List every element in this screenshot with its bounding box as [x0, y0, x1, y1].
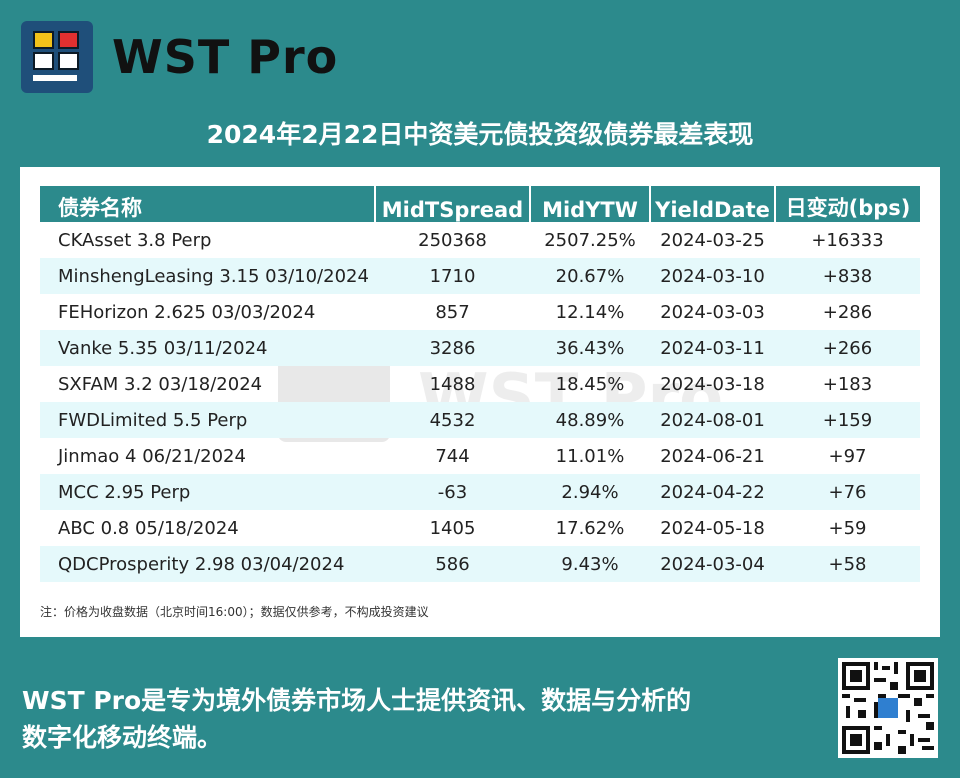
bond-name: FEHorizon 2.625 03/03/2024 [58, 301, 316, 323]
mid-t-spread: 857 [435, 301, 470, 323]
bond-name: ABC 0.8 05/18/2024 [58, 517, 239, 539]
table-header-row: 债券名称 MidTSpread MidYTW YieldDate 日变动(bps… [40, 186, 920, 222]
mid-t-spread: 1710 [375, 258, 530, 294]
bond-name: FWDLimited 5.5 Perp [40, 402, 375, 438]
table-row: MCC 2.95 Perp -63 2.94% 2024-04-22 +76 [40, 474, 920, 510]
daily-change: +183 [822, 373, 873, 395]
header-midytw: MidYTW [530, 186, 651, 222]
daily-change: +838 [775, 258, 920, 294]
table-panel: WST Pro 债券名称 MidTSpread MidYTW YieldDate… [20, 167, 940, 637]
mid-ytw: 12.14% [555, 301, 625, 323]
yield-date: 2024-06-21 [660, 445, 765, 467]
bond-name: Vanke 5.35 03/11/2024 [40, 330, 375, 366]
mid-ytw: 2.94% [530, 474, 650, 510]
bond-name: MCC 2.95 Perp [40, 474, 375, 510]
daily-change: +76 [775, 474, 920, 510]
qr-code-icon[interactable] [838, 658, 938, 758]
footer-tagline: WST Pro是专为境外债券市场人士提供资讯、数据与分析的 数字化移动终端。 [22, 682, 782, 756]
mid-ytw: 11.01% [555, 445, 625, 467]
mid-ytw: 18.45% [555, 373, 625, 395]
brand-logo-icon [21, 21, 93, 93]
table-row: CKAsset 3.8 Perp 250368 2507.25% 2024-03… [40, 222, 920, 258]
daily-change: +59 [828, 517, 867, 539]
table-row: Vanke 5.35 03/11/2024 3286 36.43% 2024-0… [40, 330, 920, 366]
bond-name: MinshengLeasing 3.15 03/10/2024 [40, 258, 375, 294]
brand-name: WST Pro [112, 30, 339, 84]
table-row: QDCProsperity 2.98 03/04/2024 586 9.43% … [40, 546, 920, 582]
mid-ytw: 36.43% [530, 330, 650, 366]
bond-name: Jinmao 4 06/21/2024 [58, 445, 246, 467]
bond-name: CKAsset 3.8 Perp [58, 229, 212, 251]
daily-change: +159 [775, 402, 920, 438]
mid-ytw: 20.67% [530, 258, 650, 294]
mid-t-spread: 3286 [375, 330, 530, 366]
table-row: FWDLimited 5.5 Perp 4532 48.89% 2024-08-… [40, 402, 920, 438]
bond-table: 债券名称 MidTSpread MidYTW YieldDate 日变动(bps… [40, 186, 920, 582]
bond-name: SXFAM 3.2 03/18/2024 [58, 373, 263, 395]
mid-t-spread: 4532 [375, 402, 530, 438]
daily-change: +266 [775, 330, 920, 366]
table-row: FEHorizon 2.625 03/03/2024 857 12.14% 20… [40, 294, 920, 330]
header-yielddate: YieldDate [650, 186, 776, 222]
yield-date: 2024-03-25 [660, 229, 765, 251]
header-midtspread: MidTSpread [375, 186, 531, 222]
header-daily-change: 日变动(bps) [775, 186, 920, 222]
mid-t-spread: 1488 [429, 373, 476, 395]
yield-date: 2024-04-22 [650, 474, 775, 510]
table-row: ABC 0.8 05/18/2024 1405 17.62% 2024-05-1… [40, 510, 920, 546]
yield-date: 2024-03-10 [650, 258, 775, 294]
yield-date: 2024-03-03 [660, 301, 765, 323]
mid-ytw: 17.62% [555, 517, 625, 539]
yield-date: 2024-08-01 [650, 402, 775, 438]
footer-line-2: 数字化移动终端。 [22, 723, 223, 752]
bond-name: QDCProsperity 2.98 03/04/2024 [40, 546, 375, 582]
mid-t-spread: 744 [435, 445, 470, 467]
yield-date: 2024-05-18 [660, 517, 765, 539]
mid-t-spread: 1405 [429, 517, 476, 539]
mid-t-spread: -63 [375, 474, 530, 510]
page-title: 2024年2月22日中资美元债投资级债券最差表现 [206, 120, 754, 149]
daily-change: +286 [822, 301, 873, 323]
mid-t-spread: 250368 [418, 229, 487, 251]
table-row: SXFAM 3.2 03/18/2024 1488 18.45% 2024-03… [40, 366, 920, 402]
mid-ytw: 48.89% [530, 402, 650, 438]
daily-change: +16333 [811, 229, 884, 251]
header-bond-name: 债券名称 [40, 186, 376, 222]
disclaimer-note: 注：价格为收盘数据（北京时间16:00）；数据仅供参考，不构成投资建议 [40, 605, 429, 619]
yield-date: 2024-03-11 [650, 330, 775, 366]
mid-t-spread: 586 [375, 546, 530, 582]
daily-change: +58 [775, 546, 920, 582]
yield-date: 2024-03-04 [650, 546, 775, 582]
yield-date: 2024-03-18 [660, 373, 765, 395]
table-row: MinshengLeasing 3.15 03/10/2024 1710 20.… [40, 258, 920, 294]
table-row: Jinmao 4 06/21/2024 744 11.01% 2024-06-2… [40, 438, 920, 474]
mid-ytw: 9.43% [530, 546, 650, 582]
daily-change: +97 [828, 445, 867, 467]
footer-line-1: WST Pro是专为境外债券市场人士提供资讯、数据与分析的 [22, 686, 692, 715]
mid-ytw: 2507.25% [544, 229, 636, 251]
